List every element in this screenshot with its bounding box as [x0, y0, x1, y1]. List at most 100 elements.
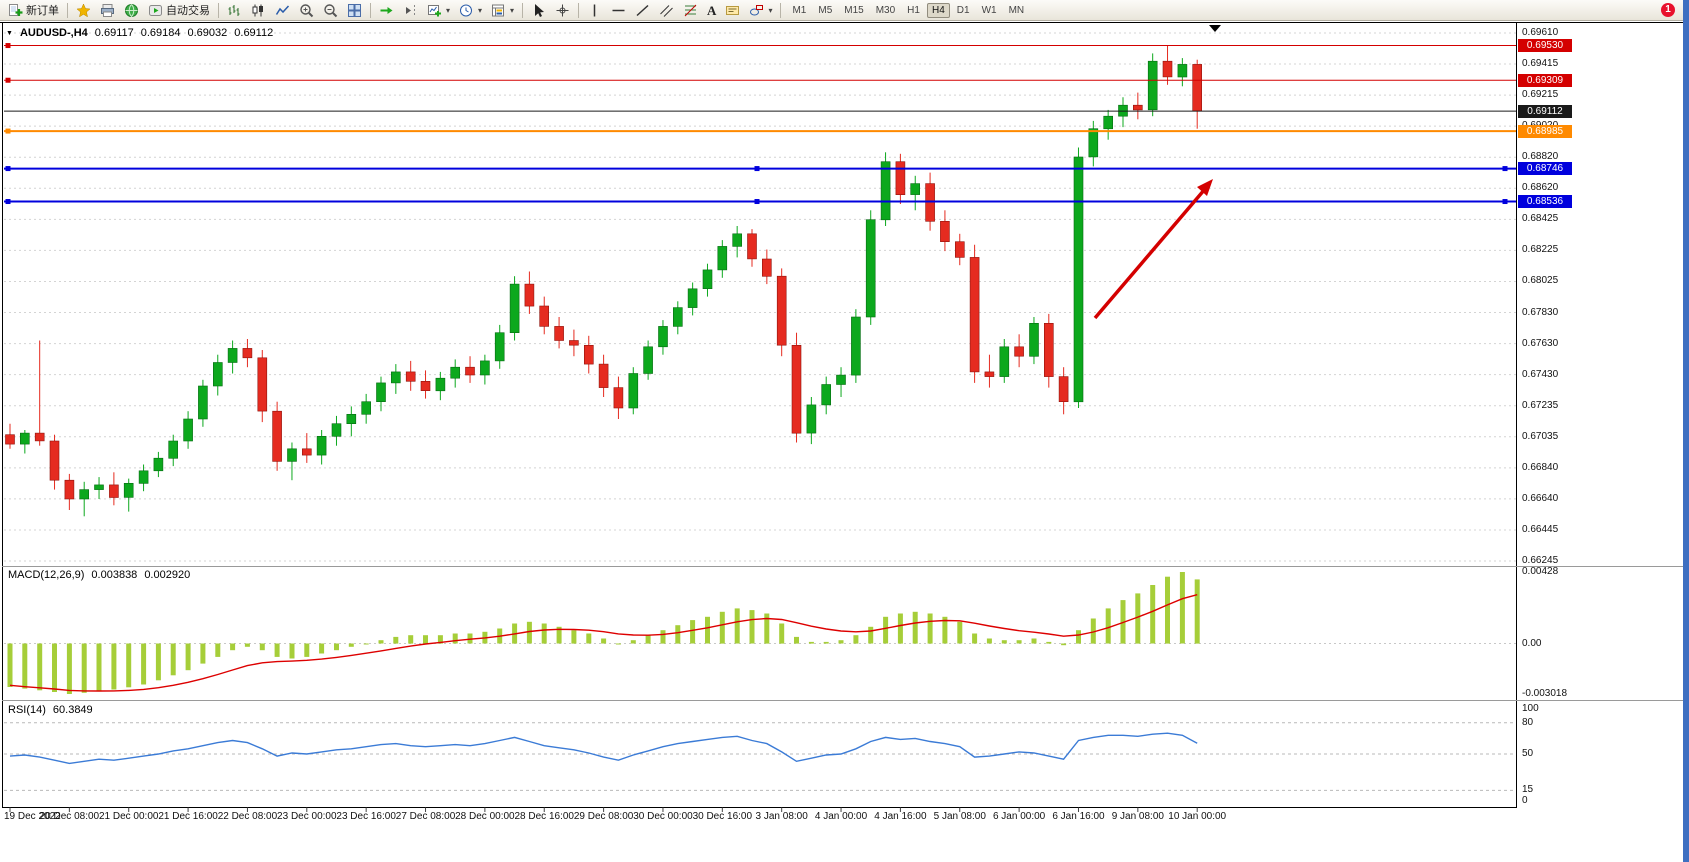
macd-histogram-bar [660, 630, 666, 644]
new-order-button[interactable]: 新订单 [4, 1, 63, 19]
timeframe-button-m5[interactable]: M5 [818, 4, 833, 16]
line-handle[interactable] [754, 199, 760, 205]
rsi-name: RSI(14) [8, 704, 46, 716]
macd-histogram-bar [230, 643, 236, 651]
templates-button[interactable]: ▾ [487, 1, 518, 19]
price-level-badge[interactable]: 0.68985 [1518, 124, 1572, 138]
price-level-badge[interactable]: 0.68746 [1518, 162, 1572, 176]
macd-histogram-bar [141, 643, 147, 685]
price-level-badge[interactable]: 0.69309 [1518, 73, 1572, 87]
line-handle[interactable] [5, 166, 11, 172]
macd-histogram-bar [348, 643, 354, 647]
trend-arrow-head[interactable] [1197, 179, 1213, 196]
bull-candle [450, 366, 461, 379]
line-handle[interactable] [5, 43, 11, 49]
line-chart-icon [275, 3, 290, 18]
macd-histogram-bar [601, 638, 607, 644]
price-axis-label: 0.69415 [1522, 58, 1559, 70]
trendline-tool-button[interactable] [631, 1, 654, 19]
macd-histogram-bar [363, 643, 369, 645]
price-axis-label: 0.67235 [1522, 399, 1559, 411]
macd-histogram-bar [541, 623, 547, 644]
timeframe-button-m30[interactable]: M30 [875, 4, 896, 16]
price-axis-label: 0.67035 [1522, 430, 1559, 442]
chevron-down-icon: ▾ [478, 5, 483, 15]
horizontal-line-tool-button[interactable] [607, 1, 630, 19]
macd-histogram-bar [808, 641, 814, 644]
macd-histogram-bar [452, 633, 458, 644]
bars-chart-icon [227, 3, 242, 18]
printer-icon [100, 3, 115, 18]
line-handle[interactable] [1502, 166, 1508, 172]
macd-histogram-bar [868, 626, 874, 644]
toolbar-separator [370, 2, 371, 18]
shapes-tool-button[interactable]: ▾ [745, 1, 776, 19]
line-handle[interactable] [1502, 199, 1508, 205]
time-axis-label: 28 Dec 00:00 [455, 811, 515, 822]
bull-candle [79, 489, 89, 500]
line-handle[interactable] [5, 77, 11, 83]
macd-histogram-bar [66, 643, 72, 694]
timeframe-button-w1[interactable]: W1 [981, 4, 997, 16]
candlestick-mode-button[interactable] [247, 1, 270, 19]
print-button[interactable] [96, 1, 119, 19]
bars-mode-button[interactable] [223, 1, 246, 19]
chart-shift-button[interactable] [399, 1, 422, 19]
tile-windows-button[interactable] [343, 1, 366, 19]
trend-arrow[interactable] [1093, 187, 1207, 320]
channel-tool-button[interactable] [655, 1, 678, 19]
bear-candle [109, 484, 119, 498]
auto-trading-button[interactable]: 自动交易 [144, 1, 214, 19]
line-handle[interactable] [5, 128, 11, 134]
zoom-out-button[interactable] [319, 1, 342, 19]
price-level-badge[interactable]: 0.68536 [1518, 195, 1572, 209]
rsi-axis-label: 80 [1522, 716, 1534, 728]
timeframe-button-m1[interactable]: M1 [792, 4, 807, 16]
timeframe-button-d1[interactable]: D1 [956, 4, 970, 16]
vertical-line-tool-button[interactable] [583, 1, 606, 19]
crosshair-tool-button[interactable] [551, 1, 574, 19]
price-axis-label: 0.66640 [1522, 492, 1559, 504]
line-handle[interactable] [754, 166, 760, 172]
macd-histogram-bar [972, 633, 978, 644]
bull-candle [1147, 60, 1158, 111]
main-toolbar: 新订单 自动交易 ▾ ▾ ▾ A ▾ M1 M5 M15 M30 H1 H4 D1 W1 MN [0, 0, 1689, 21]
chart-shift-marker[interactable] [1209, 25, 1221, 32]
bear-candle [747, 233, 757, 260]
time-axis-label: 23 Dec 16:00 [336, 811, 396, 822]
timeframe-button-h1[interactable]: H1 [907, 4, 920, 16]
bear-candle [1014, 346, 1024, 357]
macd-histogram-bar [1179, 572, 1185, 644]
macd-histogram-bar [734, 608, 740, 644]
community-button[interactable] [120, 1, 143, 19]
tile-windows-icon [347, 3, 362, 18]
fibonacci-icon [683, 3, 698, 18]
new-chart-button[interactable]: ▾ [423, 1, 454, 19]
cursor-tool-button[interactable] [527, 1, 550, 19]
timeframe-button-m15[interactable]: M15 [844, 4, 864, 16]
text-tool-icon: A [707, 2, 717, 18]
text-label-tool-button[interactable] [721, 1, 744, 19]
bear-candle [954, 241, 965, 258]
auto-scroll-button[interactable] [375, 1, 398, 19]
bull-candle [672, 307, 683, 327]
price-axis-label: 0.67430 [1522, 368, 1559, 380]
price-level-badge[interactable]: 0.69530 [1518, 39, 1572, 53]
timeframe-button-mn[interactable]: MN [1008, 4, 1025, 16]
bull-candle [1088, 128, 1099, 158]
notification-badge[interactable]: 1 [1661, 3, 1675, 17]
bull-candle [628, 373, 639, 409]
periods-button[interactable]: ▾ [455, 1, 486, 19]
time-axis-label: 22 Dec 08:00 [217, 811, 278, 822]
bull-candle [851, 316, 861, 376]
timeframe-button-h4[interactable]: H4 [926, 2, 950, 18]
favorites-button[interactable] [72, 1, 95, 19]
bear-candle [524, 283, 535, 307]
text-tool-button[interactable]: A [703, 1, 720, 19]
zoom-in-button[interactable] [295, 1, 318, 19]
fibonacci-tool-button[interactable] [679, 1, 702, 19]
price-axis-label: 0.68225 [1522, 244, 1559, 256]
line-handle[interactable] [5, 199, 11, 205]
line-mode-button[interactable] [271, 1, 294, 19]
